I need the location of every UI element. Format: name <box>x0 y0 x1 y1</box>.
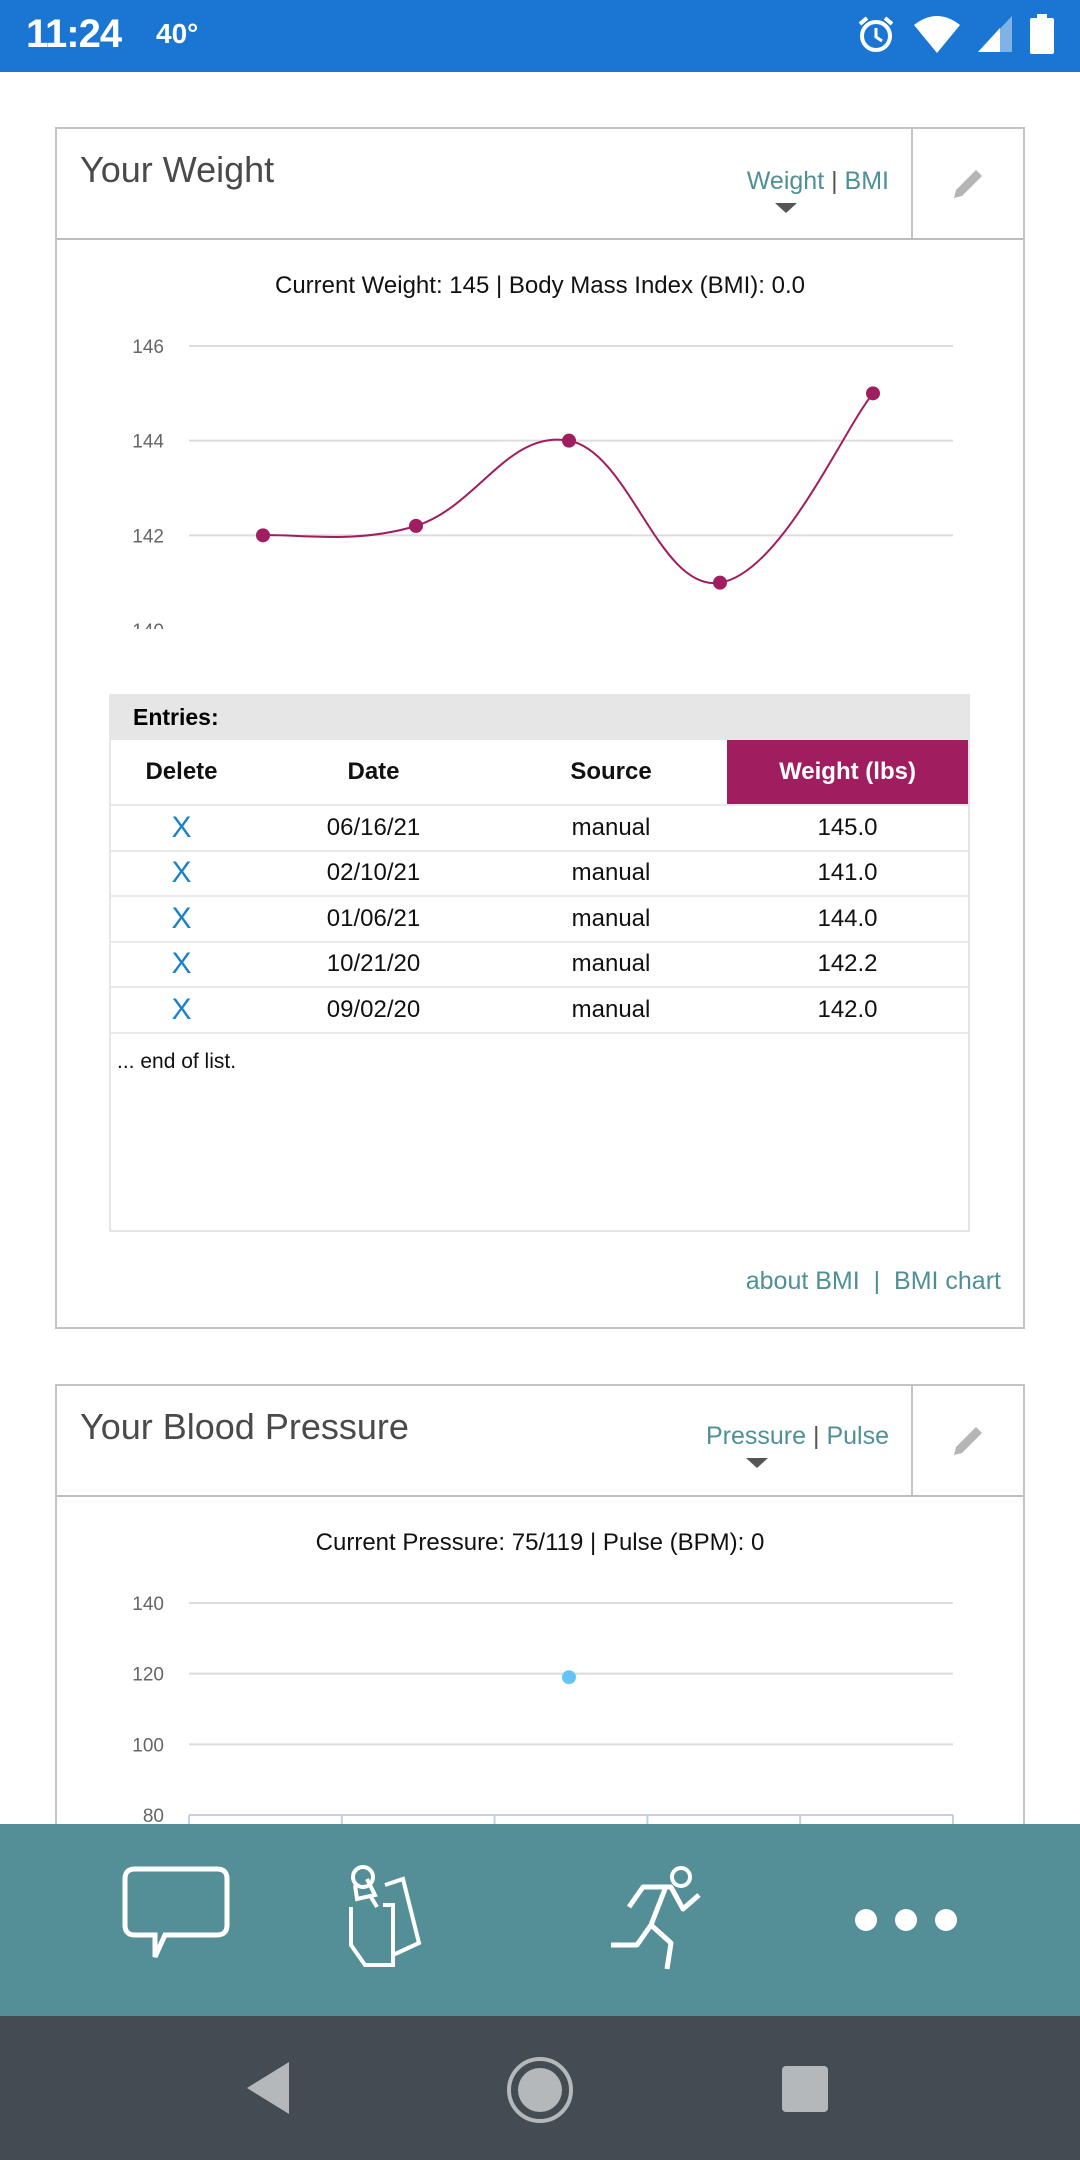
entry-source: manual <box>571 813 651 841</box>
signal-icon <box>978 16 1012 52</box>
bp-card-title: Your Blood Pressure <box>80 1406 409 1447</box>
entry-date: 02/10/21 <box>326 859 421 887</box>
weight-summary: Current Weight: 145 | Body Mass Index (B… <box>274 272 805 299</box>
y-tick-label: 140 <box>132 621 164 629</box>
notes-pin-icon <box>349 1865 422 1967</box>
y-tick-label: 80 <box>143 1806 164 1827</box>
blood-pressure-chart: 80 100 120 140 <box>132 1594 954 1829</box>
bmi-links: about BMI | BMI chart <box>746 1267 1001 1296</box>
entry-date: 10/21/20 <box>326 950 421 978</box>
nav-chat[interactable] <box>76 1824 276 2016</box>
y-tick-label: 140 <box>132 1594 164 1615</box>
entry-source: manual <box>571 950 651 978</box>
weight-card-header: Your Weight Weight | BMI <box>57 129 1023 240</box>
entry-date: 06/16/21 <box>326 813 421 841</box>
home-icon[interactable] <box>506 2056 574 2124</box>
delete-entry-button[interactable]: X <box>171 992 192 1026</box>
delete-entry-button[interactable]: X <box>171 856 192 890</box>
more-icon <box>855 1909 957 1931</box>
header-weight[interactable]: Weight (lbs) <box>727 740 968 804</box>
clock: 11:24 <box>26 12 122 56</box>
table-row: X 06/16/21 manual 145.0 <box>111 806 968 852</box>
delete-entry-button[interactable]: X <box>171 901 192 935</box>
about-bmi-link[interactable]: about BMI <box>745 1267 860 1295</box>
data-point <box>409 518 423 533</box>
pencil-icon <box>954 169 982 198</box>
header-source[interactable]: Source <box>570 758 652 785</box>
y-tick-label: 146 <box>132 337 164 358</box>
bp-card-header: Your Blood Pressure Pressure | Pulse <box>57 1386 1023 1497</box>
delete-entry-button[interactable]: X <box>171 810 192 844</box>
weight-toggle-option[interactable]: Weight <box>746 167 825 195</box>
y-tick-label: 142 <box>132 526 164 547</box>
weight-entries-table: Entries: Delete Date Source Weight (lbs)… <box>109 694 970 1232</box>
table-row: X 02/10/21 manual 141.0 <box>111 852 968 897</box>
selected-caret-icon <box>775 203 797 213</box>
entry-weight: 144.0 <box>817 904 878 932</box>
data-point <box>866 386 880 401</box>
pencil-icon <box>954 1426 982 1455</box>
links-separator: | <box>873 1267 881 1295</box>
pressure-toggle-option[interactable]: Pressure <box>706 1422 807 1450</box>
data-point <box>256 528 270 543</box>
table-row: X 09/02/20 manual 142.0 <box>111 988 968 1034</box>
header-date[interactable]: Date <box>347 758 400 785</box>
header-delete: Delete <box>145 758 218 785</box>
entry-source: manual <box>571 859 651 887</box>
edit-weight-button[interactable] <box>911 129 1023 238</box>
table-header-row: Delete Date Source Weight (lbs) <box>111 740 968 806</box>
data-point <box>562 1670 576 1685</box>
weight-card: Your Weight Weight | BMI Current Weight:… <box>55 127 1025 1329</box>
entry-weight: 142.2 <box>817 950 878 978</box>
entry-weight: 145.0 <box>817 813 878 841</box>
data-point <box>562 433 576 448</box>
wifi-icon <box>914 16 960 53</box>
y-tick-label: 144 <box>132 432 164 453</box>
battery-icon <box>1030 14 1054 54</box>
y-tick-label: 120 <box>132 1665 164 1686</box>
table-row: X 10/21/20 manual 142.2 <box>111 943 968 988</box>
entry-source: manual <box>571 995 651 1023</box>
status-bar: 11:24 40° <box>0 0 1080 72</box>
entry-date: 09/02/20 <box>326 995 421 1023</box>
edit-bp-button[interactable] <box>911 1386 1023 1495</box>
bp-summary: Current Pressure: 75/119 | Pulse (BPM): … <box>315 1529 765 1556</box>
delete-entry-button[interactable]: X <box>171 947 192 981</box>
system-nav-bar <box>0 2016 1080 2160</box>
series-line <box>262 392 874 584</box>
pressure-pulse-toggle: Pressure | Pulse <box>706 1422 889 1451</box>
table-row: X 01/06/21 manual 144.0 <box>111 897 968 943</box>
nav-activity[interactable] <box>562 1824 762 2016</box>
entry-weight: 141.0 <box>817 859 878 887</box>
toggle-separator: | <box>831 167 838 195</box>
weight-card-title: Your Weight <box>80 149 275 190</box>
weight-chart: 1401421441469/21/66/16 <box>132 337 953 629</box>
nav-notes[interactable] <box>300 1824 500 2016</box>
pulse-toggle-option[interactable]: Pulse <box>826 1422 889 1450</box>
entry-source: manual <box>571 904 651 932</box>
weight-bmi-toggle: Weight | BMI <box>747 167 889 196</box>
nav-more[interactable] <box>806 1824 1006 2016</box>
y-tick-label: 100 <box>132 1735 164 1756</box>
back-icon[interactable] <box>245 2060 291 2116</box>
toggle-separator: | <box>813 1422 820 1450</box>
entry-weight: 142.0 <box>817 995 878 1023</box>
bmi-chart-link[interactable]: BMI chart <box>894 1267 1001 1295</box>
bottom-nav <box>0 1824 1080 2016</box>
selected-caret-icon <box>746 1458 768 1468</box>
running-icon <box>611 1866 701 1970</box>
end-of-list: ... end of list. <box>117 1049 237 1073</box>
bmi-toggle-option[interactable]: BMI <box>844 167 889 195</box>
temperature: 40° <box>156 18 199 49</box>
data-point <box>713 575 727 590</box>
alarm-icon <box>858 16 894 52</box>
chat-icon <box>122 1866 230 1959</box>
entry-date: 01/06/21 <box>326 904 421 932</box>
entries-caption: Entries: <box>111 696 968 740</box>
recents-icon[interactable] <box>782 2066 828 2112</box>
